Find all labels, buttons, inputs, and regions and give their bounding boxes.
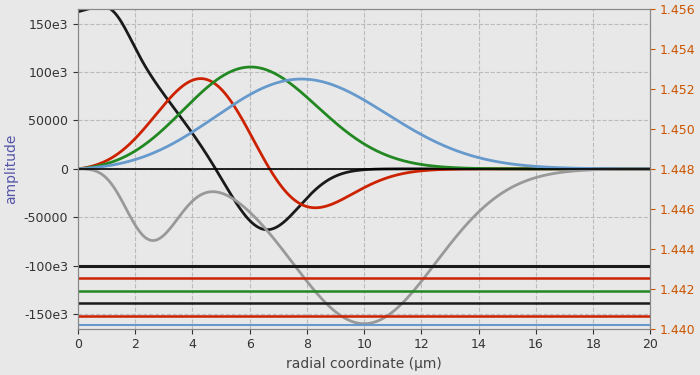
X-axis label: radial coordinate (μm): radial coordinate (μm) [286, 357, 442, 371]
Y-axis label: amplitude: amplitude [4, 134, 18, 204]
